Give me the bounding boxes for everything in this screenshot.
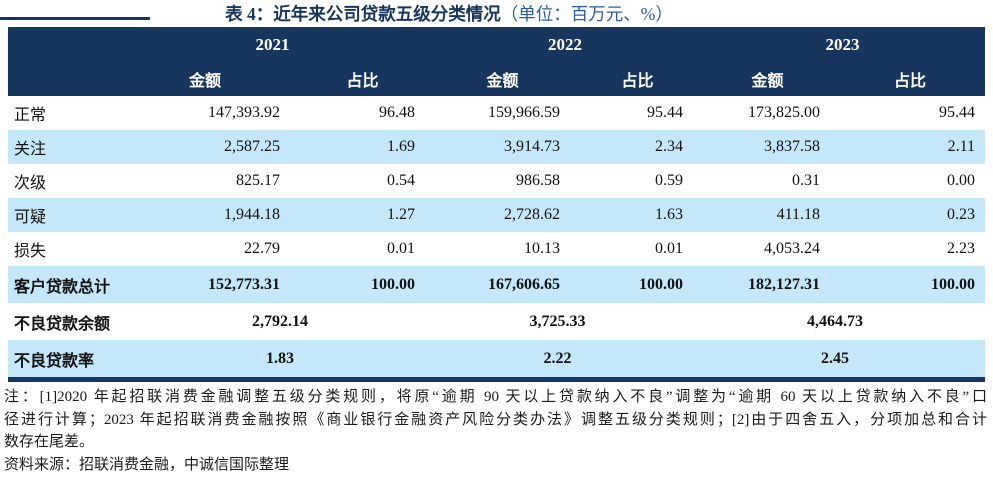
table-title-main: 表 4：近年来公司贷款五级分类情况	[225, 4, 501, 24]
row-label: 损失	[14, 243, 47, 260]
year-header-spacer	[8, 27, 115, 62]
cell-amount-2023: 4,053.24	[764, 240, 820, 257]
col-header-ratio-2022: 占比	[621, 73, 654, 90]
col-header-amount-2021: 金额	[188, 73, 221, 90]
cell-ratio-2023: 2.23	[947, 240, 975, 257]
cell-amount-2023: 182,127.31	[748, 275, 820, 293]
cell-2021: 2,792.14	[252, 312, 308, 330]
col-header-ratio-2023: 占比	[893, 73, 926, 90]
cell-ratio-2023: 0.23	[947, 206, 975, 223]
title-left-rule	[0, 17, 150, 20]
cell-amount-2023: 0.31	[792, 172, 820, 189]
col-header-amount-2022: 金额	[486, 73, 519, 90]
cell-amount-2023: 411.18	[776, 206, 820, 223]
table-row-normal: 正常 147,393.92 96.48 159,966.59 95.44 173…	[8, 96, 985, 130]
cell-amount-2022: 159,966.59	[488, 104, 560, 121]
col-header-ratio-2021: 占比	[346, 73, 379, 90]
cell-2022: 2.22	[543, 349, 572, 367]
cell-2023: 4,464.73	[807, 312, 863, 330]
cell-amount-2021: 22.79	[244, 240, 280, 257]
cell-amount-2022: 2,728.62	[504, 206, 560, 223]
row-label: 客户贷款总计	[14, 278, 111, 296]
row-label: 次级	[14, 175, 47, 192]
cell-amount-2021: 1,944.18	[224, 206, 280, 223]
cell-amount-2022: 10.13	[524, 240, 560, 257]
cell-2021: 1.83	[266, 349, 294, 367]
table-title-unit: （单位：百万元、%）	[500, 4, 673, 24]
cell-ratio-2021: 100.00	[371, 275, 415, 293]
cell-ratio-2021: 96.48	[379, 104, 415, 121]
cell-2022: 3,725.33	[529, 312, 586, 330]
footnotes: 注：[1]2020 年起招联消费金融调整五级分类规则，将原“逾期 90 天以上贷…	[0, 386, 993, 476]
cell-ratio-2021: 0.01	[387, 240, 415, 257]
source-line: 资料来源：招联消费金融，中诚信国际整理	[4, 456, 290, 473]
cell-ratio-2023: 100.00	[931, 275, 975, 293]
note-line-1: 注：[1]2020 年起招联消费金融调整五级分类规则，将原“逾期 90 天以上贷…	[4, 389, 987, 405]
year-header-2021: 2021	[255, 34, 290, 54]
table-header: 2021 2022 2023 金额 占比 金额 占比 金额 占比	[8, 27, 985, 96]
cell-amount-2023: 3,837.58	[764, 138, 820, 155]
year-header-2022: 2022	[548, 34, 582, 54]
cell-ratio-2022: 100.00	[639, 275, 683, 293]
cell-amount-2021: 147,393.92	[208, 104, 280, 121]
cell-2023: 2.45	[821, 349, 849, 367]
cell-amount-2023: 173,825.00	[748, 104, 820, 121]
sub-header-row: 金额 占比 金额 占比 金额 占比	[8, 62, 985, 96]
table-row-special-mention: 关注 2,587.25 1.69 3,914.73 2.34 3,837.58 …	[8, 130, 985, 164]
cell-amount-2022: 3,914.73	[504, 138, 560, 155]
row-label: 正常	[14, 107, 47, 124]
year-header-2023: 2023	[825, 34, 860, 54]
cell-ratio-2021: 0.54	[387, 172, 415, 189]
table-bottom-rule	[8, 377, 985, 382]
row-label: 可疑	[14, 209, 47, 226]
table-row-npl-balance: 不良贷款余额 2,792.14 3,725.33 4,464.73	[8, 303, 985, 340]
cell-ratio-2023: 95.44	[939, 104, 975, 121]
row-label: 关注	[14, 141, 47, 158]
cell-amount-2021: 2,587.25	[224, 138, 280, 155]
row-label: 不良贷款余额	[14, 315, 111, 333]
cell-amount-2021: 825.17	[236, 172, 280, 189]
cell-ratio-2021: 1.69	[387, 138, 415, 155]
note-line-2: 径进行计算；2023 年起招联消费金融按照《商业银行金融资产风险分类办法》调整五…	[4, 411, 987, 428]
cell-ratio-2023: 0.00	[947, 172, 975, 189]
cell-ratio-2022: 95.44	[647, 104, 683, 121]
cell-ratio-2022: 2.34	[655, 138, 683, 155]
cell-amount-2022: 167,606.65	[488, 275, 560, 293]
table-title: 表 4：近年来公司贷款五级分类情况（单位：百万元、%）	[0, 1, 993, 27]
cell-ratio-2022: 0.01	[655, 240, 683, 257]
note-line-3: 数存在尾差。	[4, 434, 95, 450]
cell-ratio-2022: 1.63	[655, 206, 683, 223]
table-row-total-loans: 客户贷款总计 152,773.31 100.00 167,606.65 100.…	[8, 266, 985, 303]
cell-ratio-2022: 0.59	[655, 172, 683, 189]
table-row-loss: 损失 22.79 0.01 10.13 0.01 4,053.24 2.23	[8, 232, 985, 266]
table-row-npl-ratio: 不良贷款率 1.83 2.22 2.45	[8, 340, 985, 377]
cell-ratio-2021: 1.27	[387, 206, 415, 223]
col-header-amount-2023: 金额	[751, 73, 784, 90]
loan-classification-table: 2021 2022 2023 金额 占比 金额 占比 金额 占比 正常 147,…	[8, 27, 985, 382]
sub-header-spacer	[8, 62, 115, 96]
row-label: 不良贷款率	[14, 352, 95, 370]
year-header-row: 2021 2022 2023	[8, 27, 985, 62]
cell-amount-2021: 152,773.31	[208, 275, 280, 293]
cell-ratio-2023: 2.11	[947, 138, 975, 155]
cell-amount-2022: 986.58	[516, 172, 560, 189]
table-row-doubtful: 可疑 1,944.18 1.27 2,728.62 1.63 411.18 0.…	[8, 198, 985, 232]
table-row-substandard: 次级 825.17 0.54 986.58 0.59 0.31 0.00	[8, 164, 985, 198]
